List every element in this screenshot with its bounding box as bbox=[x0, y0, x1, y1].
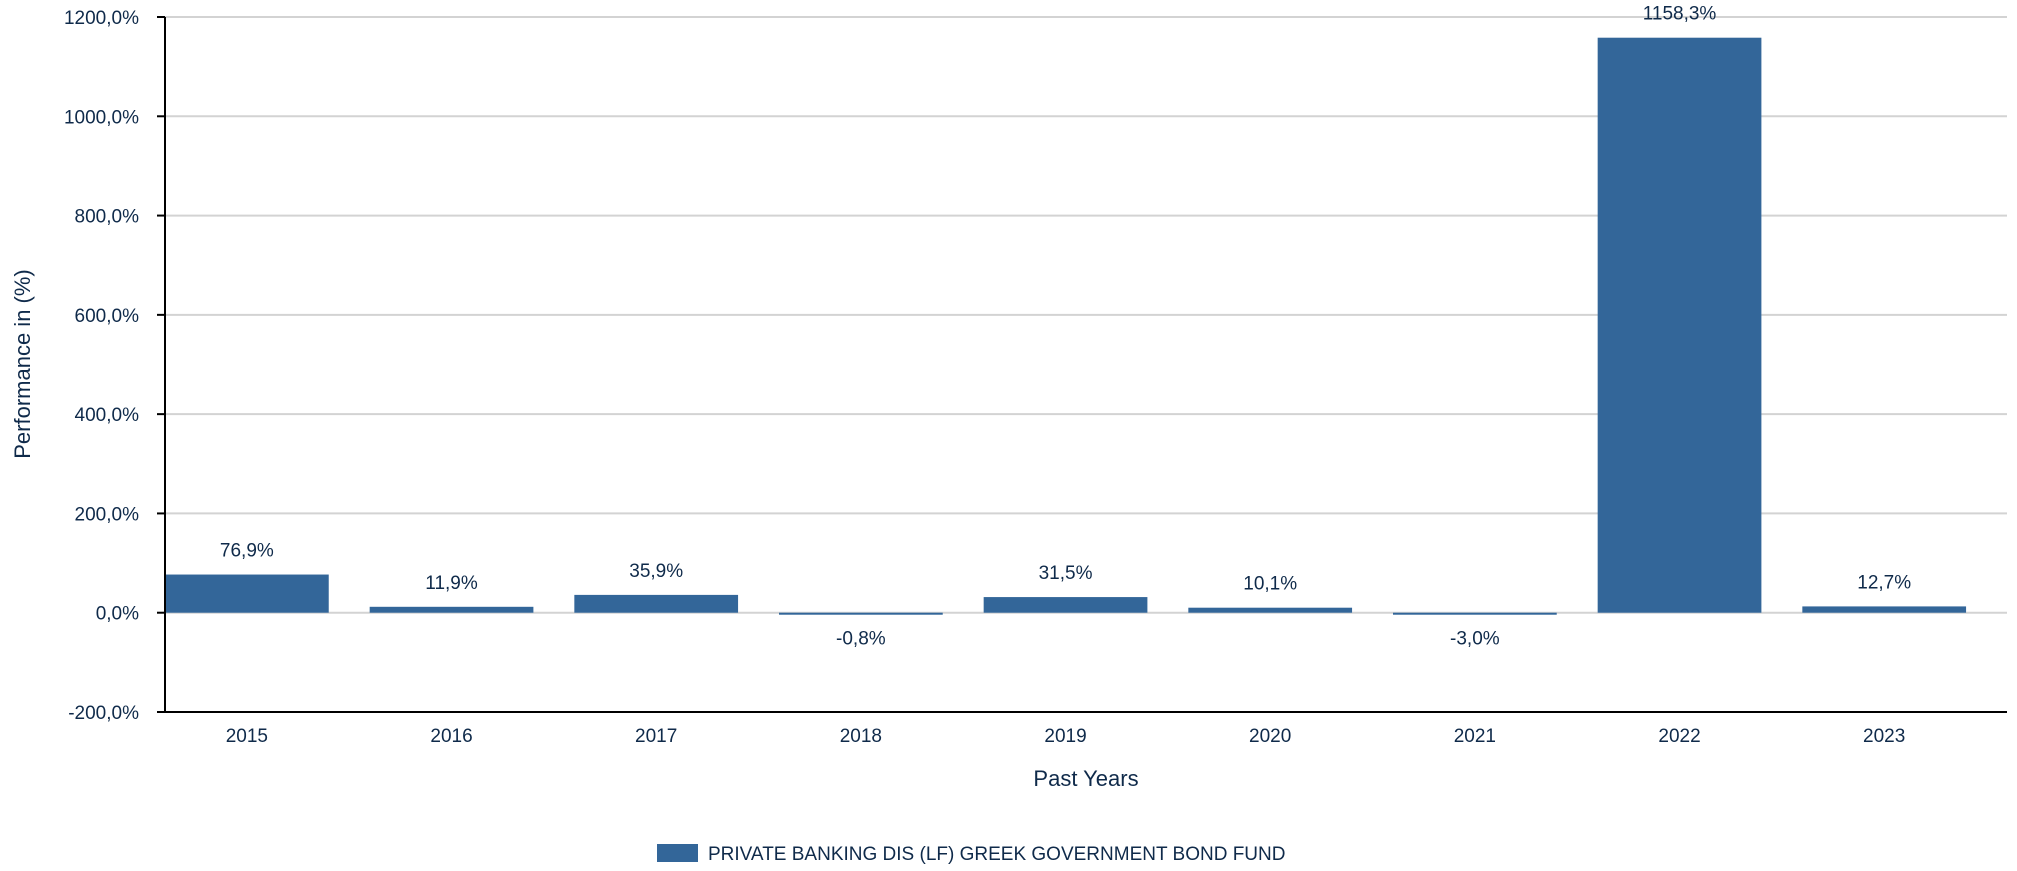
bar-2017[interactable] bbox=[574, 594, 739, 613]
y-axis-title: Performance in (%) bbox=[10, 269, 35, 459]
data-label: 35,9% bbox=[629, 561, 683, 582]
legend-label[interactable]: PRIVATE BANKING DIS (LF) GREEK GOVERNMEN… bbox=[708, 844, 1285, 865]
x-tick-label: 2020 bbox=[1249, 726, 1291, 747]
x-axis-title: Past Years bbox=[1033, 766, 1138, 791]
data-labels: 76,9% 11,9% 35,9% -0,8% 31,5% 10,1% -3,0% 1158,… bbox=[220, 4, 1911, 650]
x-tick-label: 2021 bbox=[1454, 726, 1496, 747]
bar-2015[interactable] bbox=[165, 574, 329, 613]
gridlines bbox=[165, 16, 2007, 614]
legend[interactable]: PRIVATE BANKING DIS (LF) GREEK GOVERNMEN… bbox=[657, 844, 1285, 865]
x-tick-labels: 2015 2016 2017 2018 2019 2020 2021 2022 2023 bbox=[226, 726, 1906, 747]
y-tick-label: 200,0% bbox=[75, 504, 140, 525]
x-tick-label: 2017 bbox=[635, 726, 677, 747]
data-label: 10,1% bbox=[1243, 574, 1297, 595]
legend-swatch[interactable] bbox=[657, 844, 698, 862]
y-tick-label: 800,0% bbox=[75, 207, 140, 228]
bar-2020[interactable] bbox=[1188, 607, 1353, 613]
x-tick-label: 2018 bbox=[840, 726, 882, 747]
bar-2022[interactable] bbox=[1597, 37, 1762, 613]
bar-2023[interactable] bbox=[1802, 606, 1967, 613]
data-label: -0,8% bbox=[836, 629, 886, 650]
bar-2016[interactable] bbox=[369, 606, 534, 613]
y-tick-label: 600,0% bbox=[75, 306, 140, 327]
x-tick-label: 2016 bbox=[430, 726, 472, 747]
data-label: 12,7% bbox=[1857, 572, 1911, 593]
axes bbox=[164, 17, 2007, 713]
bar-2018[interactable] bbox=[779, 612, 943, 615]
y-tick-label: 400,0% bbox=[75, 405, 140, 426]
y-tick-label: 1200,0% bbox=[64, 8, 139, 29]
x-tick-label: 2023 bbox=[1863, 726, 1905, 747]
y-tick-label: -200,0% bbox=[68, 703, 139, 724]
data-label: 11,9% bbox=[425, 573, 478, 594]
bars bbox=[165, 37, 1967, 615]
data-label: 31,5% bbox=[1039, 563, 1093, 584]
x-tick-label: 2022 bbox=[1658, 726, 1700, 747]
data-label: 1158,3% bbox=[1643, 4, 1717, 25]
data-label: 76,9% bbox=[220, 541, 274, 562]
x-tick-label: 2015 bbox=[226, 726, 268, 747]
bar-2019[interactable] bbox=[983, 597, 1148, 613]
y-tick-labels: -200,0% 0,0% 200,0% 400,0% 600,0% 800,0% 1000,… bbox=[64, 8, 165, 724]
y-tick-label: 1000,0% bbox=[64, 107, 139, 128]
y-tick-label: 0,0% bbox=[96, 604, 139, 625]
data-label: -3,0% bbox=[1450, 629, 1500, 650]
x-tick-label: 2019 bbox=[1044, 726, 1086, 747]
bar-2021[interactable] bbox=[1393, 612, 1557, 615]
